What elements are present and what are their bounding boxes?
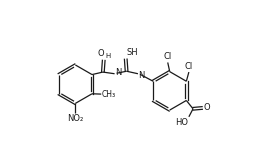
Text: CH₃: CH₃	[102, 90, 116, 99]
Text: Cl: Cl	[164, 52, 172, 61]
Text: O: O	[98, 49, 104, 58]
Text: NO₂: NO₂	[67, 114, 84, 123]
Text: N: N	[138, 71, 145, 80]
Text: H: H	[106, 53, 111, 59]
Text: Cl: Cl	[185, 62, 193, 71]
Text: HO: HO	[175, 118, 188, 127]
Text: O: O	[203, 103, 210, 112]
Text: N: N	[115, 68, 122, 77]
Text: SH: SH	[127, 48, 138, 57]
